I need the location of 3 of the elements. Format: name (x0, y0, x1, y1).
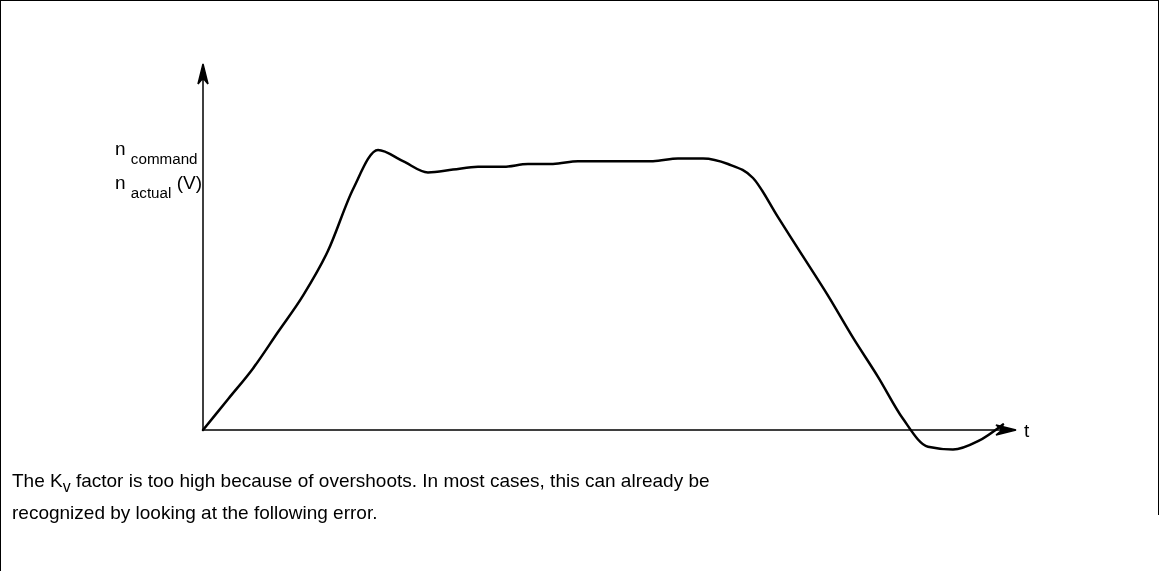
y-axis-title: n $_{command}$ n $_{actual}$ (V) (115, 138, 202, 201)
text: The K$_{v}$ factor is too high because of overshoots. In most cases, this can already be recognized by looking at the following error. (12, 469, 711, 525)
x-axis-title: t (1024, 420, 1030, 441)
